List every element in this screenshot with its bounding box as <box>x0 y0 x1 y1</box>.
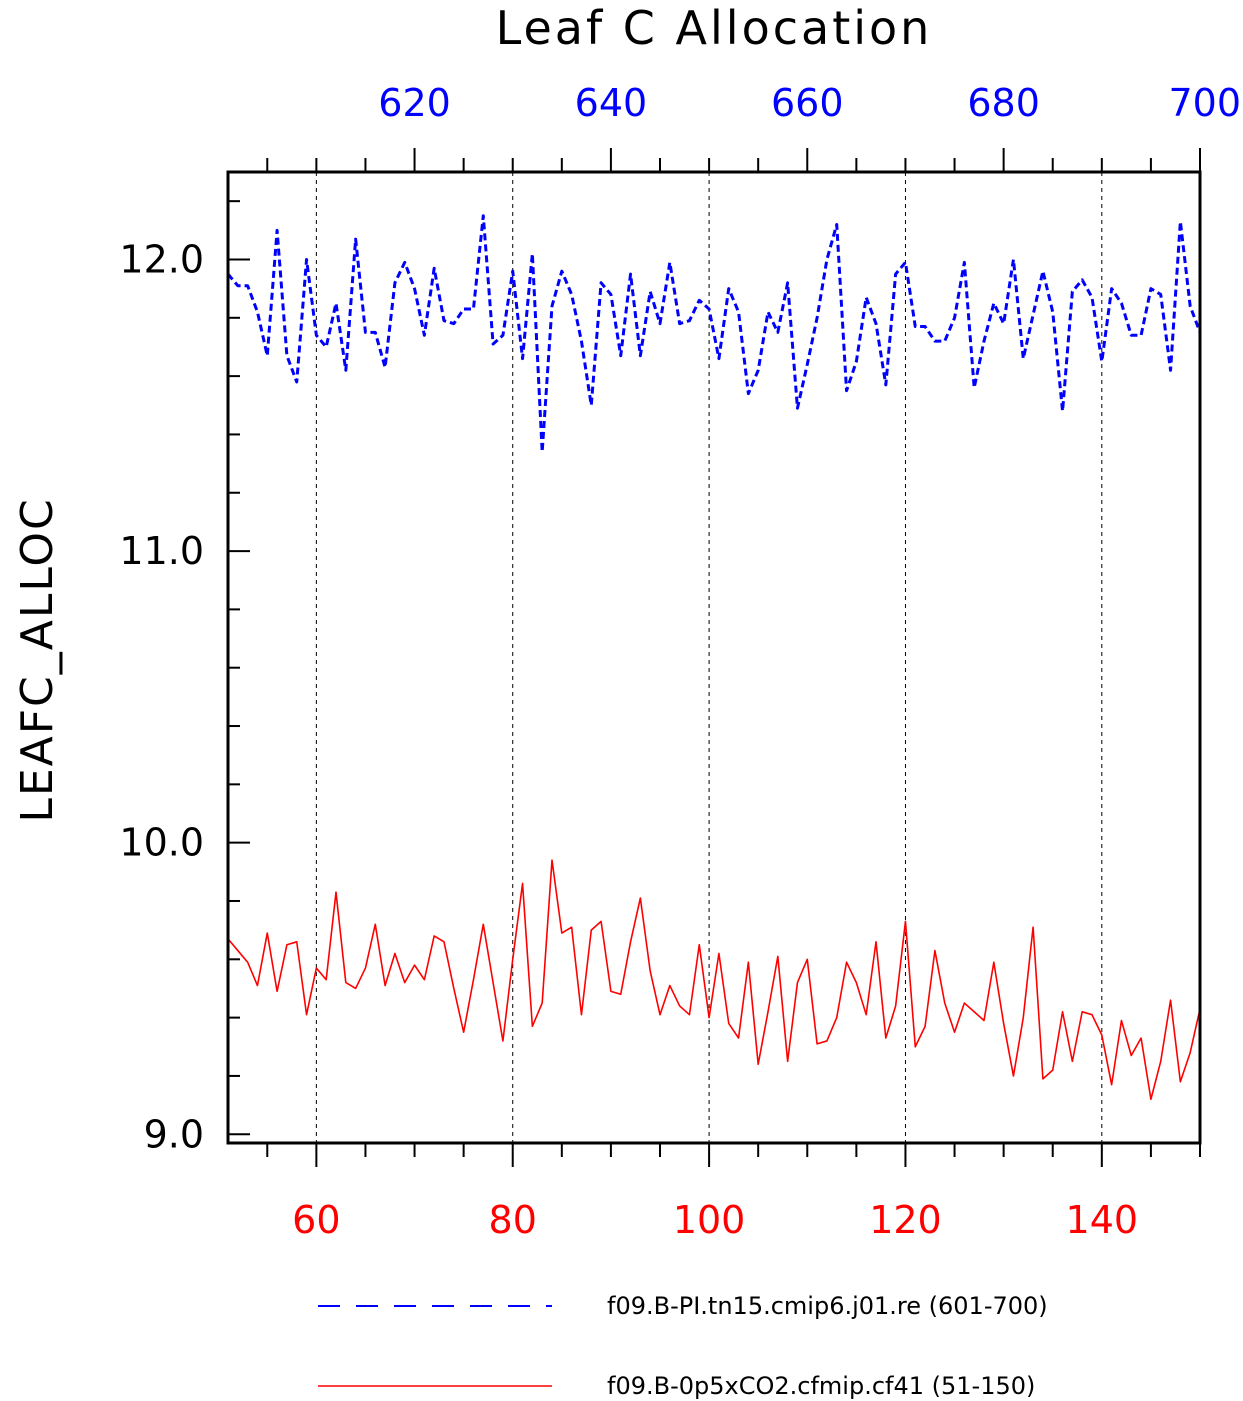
top-tick-label: 680 <box>967 81 1040 125</box>
legend-label: f09.B-PI.tn15.cmip6.j01.re (601-700) <box>607 1292 1048 1320</box>
axes <box>226 148 1202 1167</box>
chart-title: Leaf C Allocation <box>496 1 933 55</box>
bottom-tick-label: 140 <box>1066 1198 1139 1242</box>
series-line-bottom <box>227 859 1201 1101</box>
bottom-tick-label: 100 <box>673 1198 746 1242</box>
bottom-tick-label: 60 <box>292 1198 340 1242</box>
legend-label: f09.B-0p5xCO2.cfmip.cf41 (51-150) <box>607 1372 1035 1400</box>
top-tick-label: 660 <box>771 81 844 125</box>
vertical-grid-lines <box>315 172 1103 1143</box>
top-tick-label: 700 <box>1168 81 1241 125</box>
series-line-top <box>226 214 1202 454</box>
plot-frame <box>226 170 1202 1145</box>
bottom-tick-label: 80 <box>489 1198 537 1242</box>
legend: f09.B-PI.tn15.cmip6.j01.re (601-700) f09.… <box>318 1292 1048 1400</box>
tick-labels: 9.0 10.0 11.0 12.0 60 80 100 120 140 620 640 660 680… <box>119 81 1241 1242</box>
top-tick-label: 640 <box>575 81 648 125</box>
y-axis-label: LEAFC_ALLOC <box>12 497 63 822</box>
series-lines <box>226 214 1202 1101</box>
y-tick-label: 11.0 <box>119 529 204 573</box>
y-tick-label: 12.0 <box>119 237 204 281</box>
bottom-tick-label: 120 <box>869 1198 942 1242</box>
y-tick-label: 10.0 <box>119 821 204 865</box>
top-tick-label: 620 <box>378 81 451 125</box>
y-tick-label: 9.0 <box>144 1112 204 1156</box>
